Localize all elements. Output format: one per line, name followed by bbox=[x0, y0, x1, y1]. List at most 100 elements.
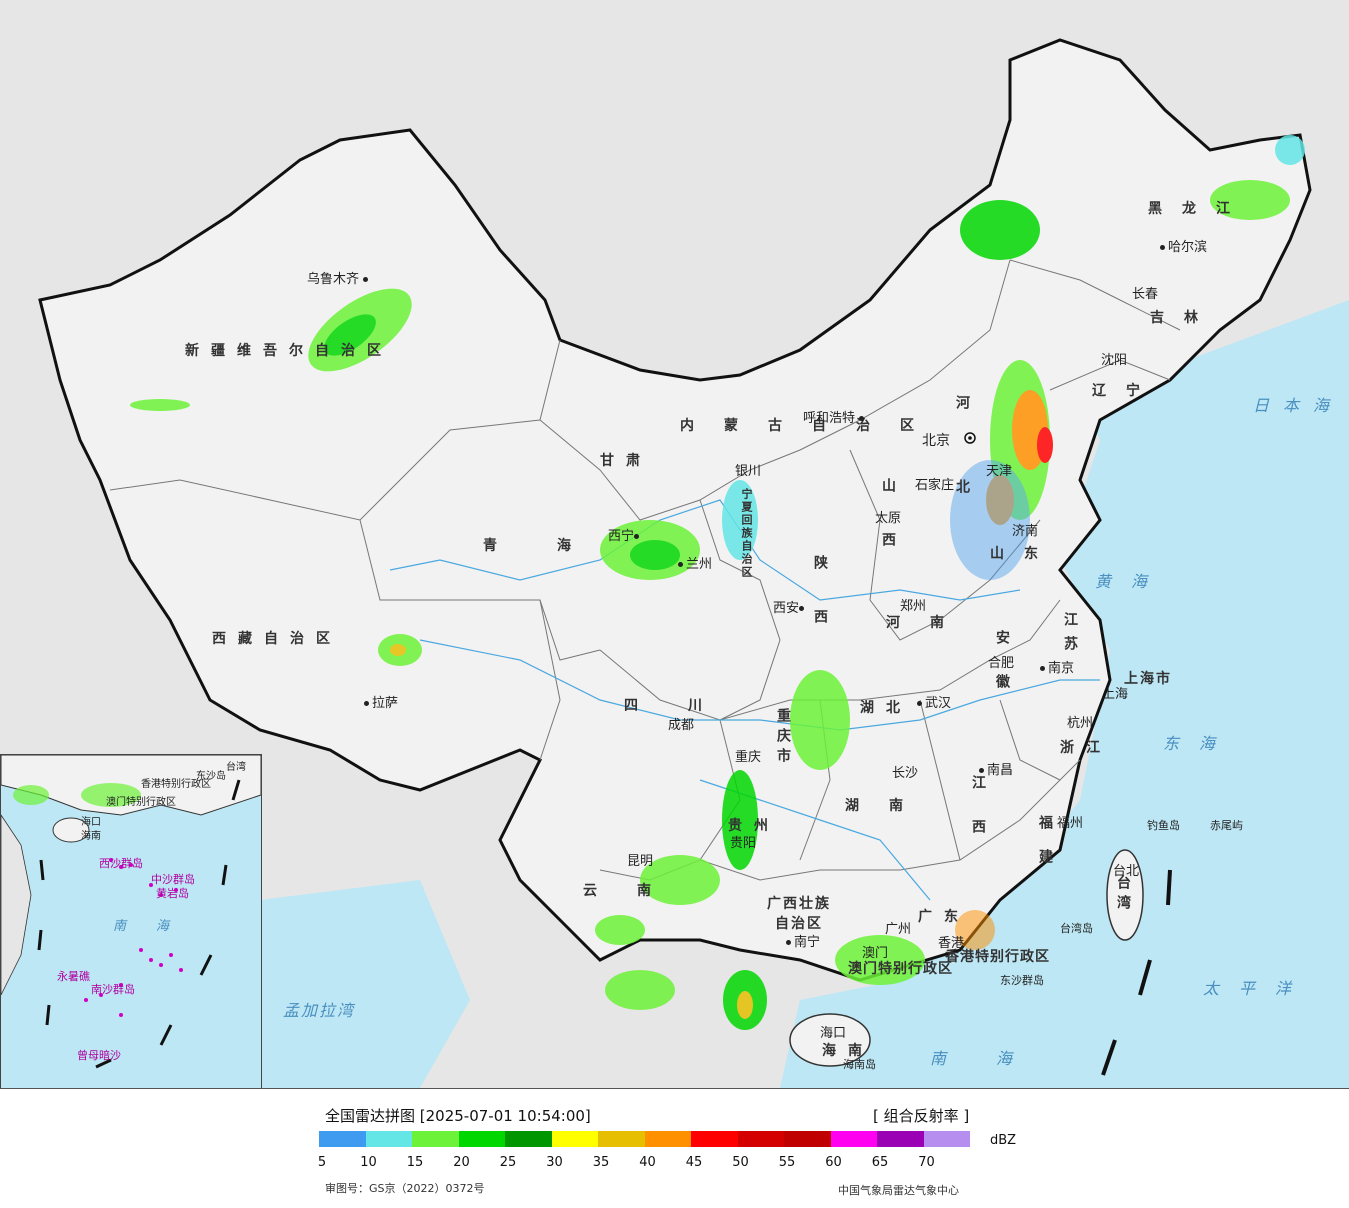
city-label: 太原 bbox=[875, 511, 902, 526]
city-label: 西安 bbox=[773, 597, 807, 616]
color-swatch bbox=[877, 1131, 924, 1147]
island-label: 钓鱼岛 bbox=[1147, 819, 1180, 832]
city-label: 长春 bbox=[1132, 287, 1159, 302]
inset-canvas bbox=[1, 755, 261, 1069]
province-label: 广西壮族自治区 bbox=[767, 896, 831, 932]
color-scale-tick: 65 bbox=[871, 1155, 889, 1170]
province-label: 陕西 bbox=[812, 555, 828, 663]
color-swatch bbox=[505, 1131, 552, 1147]
color-scale-tick: 70 bbox=[918, 1155, 935, 1170]
color-scale-tick: 30 bbox=[546, 1155, 563, 1170]
island-label: 台湾岛 bbox=[1060, 922, 1093, 935]
city-label: 石家庄 bbox=[915, 478, 955, 493]
sea-label: 黄海 bbox=[1095, 572, 1168, 591]
city-label: 广州 bbox=[885, 922, 912, 937]
province-label: 澳门特别行政区 bbox=[848, 961, 953, 977]
color-scale-tick: 45 bbox=[685, 1155, 703, 1170]
city-label: 北京 bbox=[922, 433, 950, 449]
city-label: 沈阳 bbox=[1101, 353, 1128, 368]
province-label: 重庆市 bbox=[775, 708, 791, 768]
province-label: 青海 bbox=[483, 538, 631, 554]
city-label: 合肥 bbox=[988, 656, 1015, 671]
province-label: 新疆维吾尔自治区 bbox=[185, 343, 393, 359]
inset-label: 海口 bbox=[81, 817, 101, 828]
legend-title: 全国雷达拼图 [2025-07-01 10:54:00] bbox=[325, 1107, 591, 1125]
city-label: 西宁 bbox=[608, 525, 642, 544]
city-label: 重庆 bbox=[735, 750, 762, 765]
color-swatch bbox=[551, 1131, 598, 1147]
inset-label: 黄岩岛 bbox=[156, 887, 189, 900]
province-label: 西藏自治区 bbox=[212, 631, 342, 647]
china-radar-map: 新疆维吾尔自治区 西藏自治区 青海 甘肃 内蒙古自治区 宁夏回族自治区 四川 云… bbox=[0, 0, 1349, 1089]
color-scale-tick: 5 bbox=[317, 1155, 327, 1170]
inset-label: 西沙群岛 bbox=[99, 857, 143, 870]
city-label: 济南 bbox=[1012, 524, 1039, 539]
color-scale-tick: 50 bbox=[732, 1155, 749, 1170]
province-label: 内蒙古自治区 bbox=[680, 418, 944, 434]
city-label: 台北 bbox=[1113, 864, 1140, 879]
producer-label: 中国气象局雷达气象中心 bbox=[838, 1184, 959, 1197]
south-china-sea-inset: 南海 西沙群岛 中沙群岛 黄岩岛 南沙群岛 永暑礁 曾母暗沙 香港特别行政区 澳… bbox=[0, 754, 262, 1088]
color-scale-tick: 60 bbox=[825, 1155, 842, 1170]
province-label: 黑龙江 bbox=[1148, 201, 1250, 217]
province-label: 广东 bbox=[918, 909, 970, 925]
color-swatch bbox=[365, 1131, 412, 1147]
color-swatch bbox=[830, 1131, 877, 1147]
city-label: 上海 bbox=[1102, 687, 1129, 702]
color-scale-tick: 55 bbox=[778, 1155, 796, 1170]
color-swatch bbox=[644, 1131, 691, 1147]
color-scale bbox=[319, 1131, 970, 1147]
sea-label: 日本海 bbox=[1253, 396, 1344, 415]
color-scale-tick: 15 bbox=[406, 1155, 424, 1170]
city-label: 武汉 bbox=[917, 692, 951, 711]
inset-label: 香港特别行政区 bbox=[141, 779, 211, 790]
color-swatch bbox=[598, 1131, 645, 1147]
island-label: 东沙群岛 bbox=[1000, 974, 1044, 987]
province-label: 台湾 bbox=[1115, 875, 1131, 915]
hainan-island bbox=[789, 1013, 871, 1067]
province-label: 江苏 bbox=[1062, 612, 1078, 660]
province-label: 福建 bbox=[1037, 815, 1053, 883]
color-scale-tick: 40 bbox=[639, 1155, 656, 1170]
province-label: 安徽 bbox=[994, 630, 1010, 718]
color-swatch bbox=[784, 1131, 831, 1147]
sea-label: 太平洋 bbox=[1203, 979, 1312, 998]
province-label: 浙江 bbox=[1060, 740, 1112, 756]
city-label: 香港 bbox=[938, 936, 965, 951]
radar-echoes bbox=[130, 135, 1305, 1030]
inset-label: 曾母暗沙 bbox=[77, 1049, 121, 1062]
city-label: 南昌 bbox=[979, 759, 1013, 778]
inset-label: 海南 bbox=[81, 831, 101, 842]
province-label: 河北 bbox=[954, 395, 970, 563]
province-label: 山西 bbox=[880, 478, 896, 586]
island-label: 海南岛 bbox=[843, 1058, 876, 1071]
province-label: 江西 bbox=[970, 775, 986, 863]
boundary-dashes bbox=[1101, 869, 1172, 1076]
china-landmass bbox=[38, 38, 1312, 982]
province-label: 海南 bbox=[822, 1043, 874, 1059]
city-label: 拉萨 bbox=[364, 692, 398, 711]
city-label: 天津 bbox=[986, 464, 1013, 479]
province-label: 湖北 bbox=[860, 700, 912, 716]
city-label: 长沙 bbox=[892, 766, 919, 781]
province-label: 四川 bbox=[624, 698, 752, 714]
city-label: 乌鲁木齐 bbox=[307, 268, 371, 287]
island-label: 赤尾屿 bbox=[1210, 819, 1243, 832]
city-label: 呼和浩特 bbox=[803, 407, 867, 426]
city-label: 南宁 bbox=[786, 931, 820, 950]
city-label: 昆明 bbox=[627, 854, 654, 869]
sea-label: 东海 bbox=[1163, 734, 1236, 753]
province-label: 香港特别行政区 bbox=[945, 949, 1050, 965]
map-approval-number: 审图号：GS京（2022）0372号 bbox=[325, 1182, 485, 1195]
sea-label: 孟加拉湾 bbox=[283, 1001, 356, 1020]
color-scale-tick: 20 bbox=[453, 1155, 470, 1170]
legend-panel: 全国雷达拼图 [2025-07-01 10:54:00] [ 组合反射率 ] 5… bbox=[0, 1089, 1349, 1208]
city-label: 福州 bbox=[1057, 816, 1084, 831]
city-label: 杭州 bbox=[1067, 716, 1094, 731]
city-label: 海口 bbox=[820, 1026, 847, 1041]
inset-label: 东沙岛 bbox=[196, 771, 226, 782]
city-label: 南京 bbox=[1040, 657, 1074, 676]
inset-label: 南海 bbox=[113, 919, 200, 934]
province-label: 辽宁 bbox=[1092, 383, 1160, 399]
